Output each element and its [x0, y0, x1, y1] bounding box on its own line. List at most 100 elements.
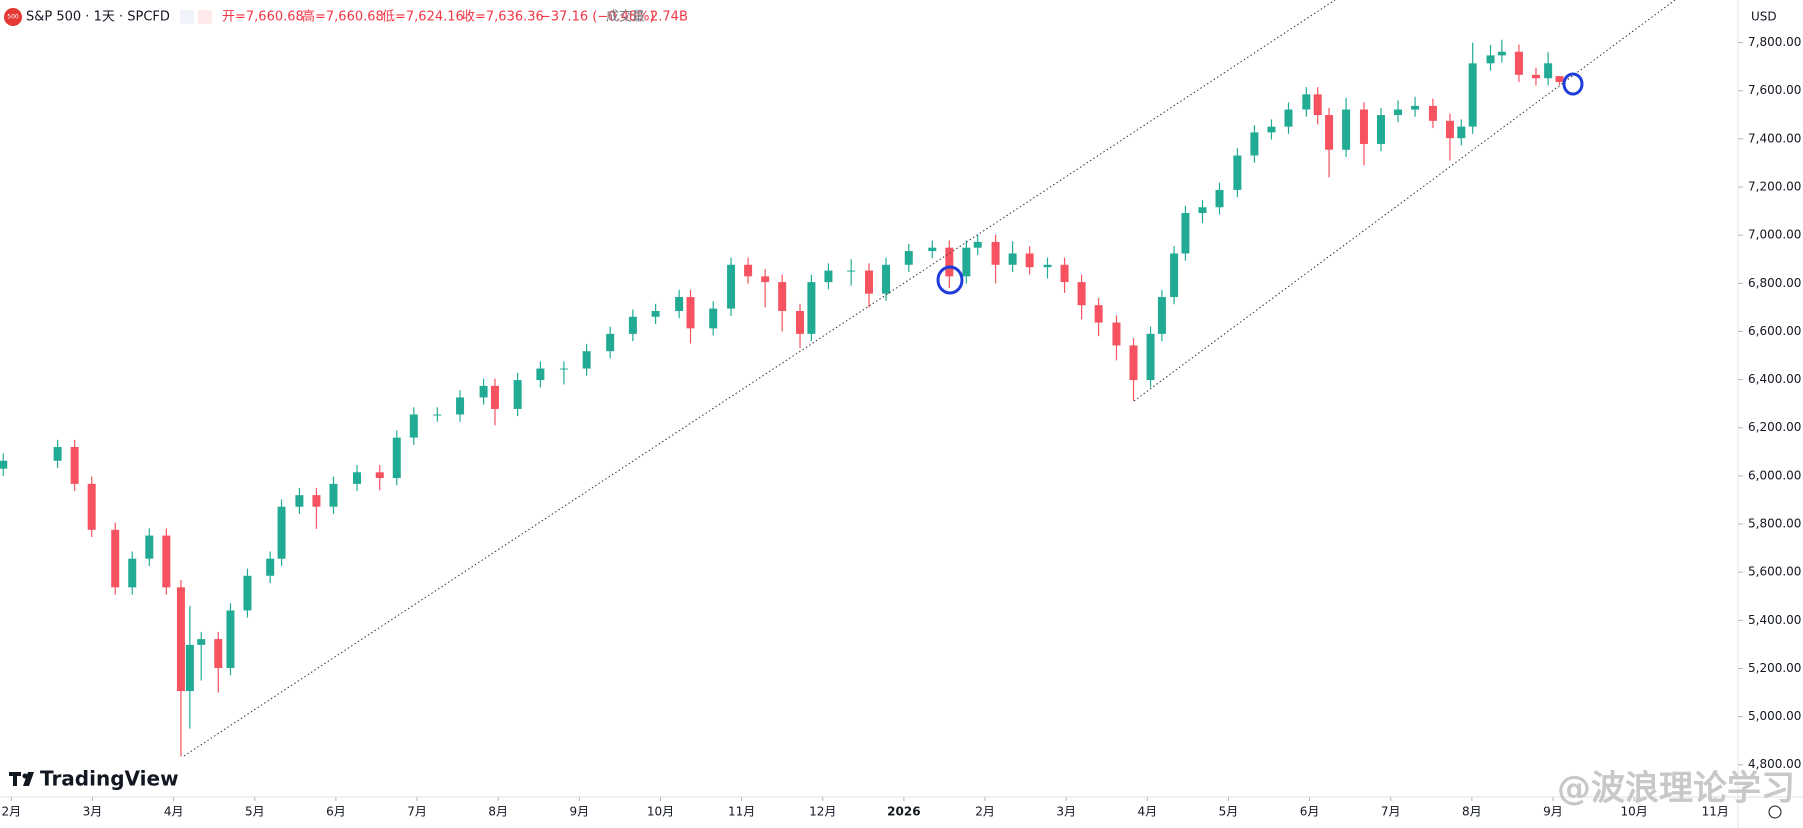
highlight-circle[interactable] [1562, 72, 1584, 96]
currency[interactable]: USD [1751, 10, 1777, 24]
candle-body [185, 644, 194, 692]
candle-body [1457, 126, 1466, 139]
candle-body [1555, 76, 1564, 82]
settings-icon[interactable] [1768, 805, 1782, 819]
y-tick-label: 5,000.00 [1748, 709, 1801, 723]
x-tick-label: 7月 [1381, 805, 1401, 819]
y-tick-label: 4,800.00 [1748, 757, 1801, 771]
candle-body [226, 610, 235, 668]
y-tick-label: 7,400.00 [1748, 131, 1801, 145]
candle-body [1359, 109, 1368, 144]
candle-body [1112, 322, 1121, 346]
candle-body [214, 639, 223, 668]
candle-body [1468, 63, 1477, 127]
y-tick-label: 6,000.00 [1748, 468, 1801, 482]
ohlc-value: −37.16 (−0.48%) [540, 10, 655, 25]
candle-body [1445, 120, 1454, 139]
x-tick-label: 6月 [326, 805, 346, 819]
candle-body [277, 506, 286, 559]
y-tick-label: 6,800.00 [1748, 276, 1801, 290]
candle-body [162, 535, 171, 588]
y-tick-label: 7,000.00 [1748, 228, 1801, 242]
candle-body [973, 241, 982, 248]
candle-body [1531, 74, 1540, 79]
trendline[interactable] [183, 0, 1336, 757]
y-tick-label: 7,800.00 [1748, 35, 1801, 49]
x-tick-label: 3月 [1056, 805, 1076, 819]
compare-icon[interactable] [198, 10, 212, 24]
candle-body [1198, 207, 1207, 214]
candle-body [1025, 253, 1034, 268]
candle-body [1486, 55, 1495, 64]
y-tick-label: 5,600.00 [1748, 565, 1801, 579]
candle-body [928, 247, 937, 252]
symbol-logo [4, 8, 22, 26]
candle-body [865, 270, 873, 294]
drawings [183, 0, 1676, 757]
candle-body [744, 264, 753, 277]
x-tick-label: 5月 [1219, 805, 1239, 819]
y-tick-label: 6,600.00 [1748, 324, 1801, 338]
candle-body [1313, 94, 1322, 116]
candle-body [490, 385, 499, 409]
y-tick-label: 6,400.00 [1748, 372, 1801, 386]
candle-body [87, 483, 96, 530]
trendline[interactable] [1133, 0, 1676, 402]
brand: TradingView [9, 767, 179, 791]
candle-body [675, 297, 684, 312]
candle-body [582, 351, 591, 369]
candle-body [1094, 305, 1103, 323]
y-tick-label: 7,200.00 [1748, 180, 1801, 194]
ohlc-value: 开=7,660.68 [222, 10, 304, 25]
candle-body [513, 380, 522, 409]
candle-body [128, 558, 137, 588]
brand-logo [9, 772, 21, 776]
y-tick-label: 5,400.00 [1748, 613, 1801, 627]
volume-value: 2.74B [650, 10, 688, 25]
highlight-circle[interactable] [936, 265, 964, 295]
candle-body [295, 495, 304, 507]
y-tick-label: 5,200.00 [1748, 661, 1801, 675]
brand-logo [23, 772, 34, 786]
candle-body [1376, 115, 1385, 144]
candle-body [1514, 51, 1523, 75]
x-tick-label: 12月 [809, 805, 836, 819]
candle-body [1077, 282, 1086, 306]
flag-icon[interactable] [180, 10, 194, 24]
candle-body [409, 414, 418, 438]
x-tick-label: 9月 [1543, 805, 1563, 819]
candle-body [778, 282, 787, 312]
x-tick-label: 2月 [2, 805, 22, 819]
candle-body [353, 472, 362, 484]
candle-body [1146, 333, 1155, 381]
candle-body [628, 316, 637, 334]
y-tick-label: 5,800.00 [1748, 517, 1801, 531]
logo-text: 500 [7, 14, 19, 21]
candle-body [761, 276, 770, 283]
candle-body [176, 587, 185, 692]
x-tick-label: 5月 [245, 805, 265, 819]
candle-body [1267, 126, 1276, 133]
candle-body [70, 447, 79, 484]
candle-body [807, 282, 816, 334]
watermark: @波浪理论学习 [1557, 769, 1795, 809]
candle-body [882, 264, 891, 294]
candle-body [727, 264, 736, 309]
candle-body [536, 368, 545, 381]
candle-body [1043, 264, 1052, 268]
candle-body [479, 385, 488, 398]
x-tick-label: 7月 [407, 805, 427, 819]
candle-body [1284, 109, 1293, 127]
candle-body [456, 397, 465, 415]
ohlc-value: 收=7,636.36 [462, 10, 544, 25]
candle-body [1394, 109, 1403, 116]
candle-body [709, 308, 718, 329]
volume-label: 成交量 [606, 9, 645, 25]
symbol-title: S&P 500 · 1天 · SPCFD [26, 10, 170, 25]
candle-body [1250, 132, 1259, 156]
x-tick-label: 6月 [1300, 805, 1320, 819]
candle-body [53, 447, 62, 461]
candle-body [559, 368, 568, 370]
candle-body [651, 311, 660, 317]
candle-body [1342, 109, 1351, 150]
